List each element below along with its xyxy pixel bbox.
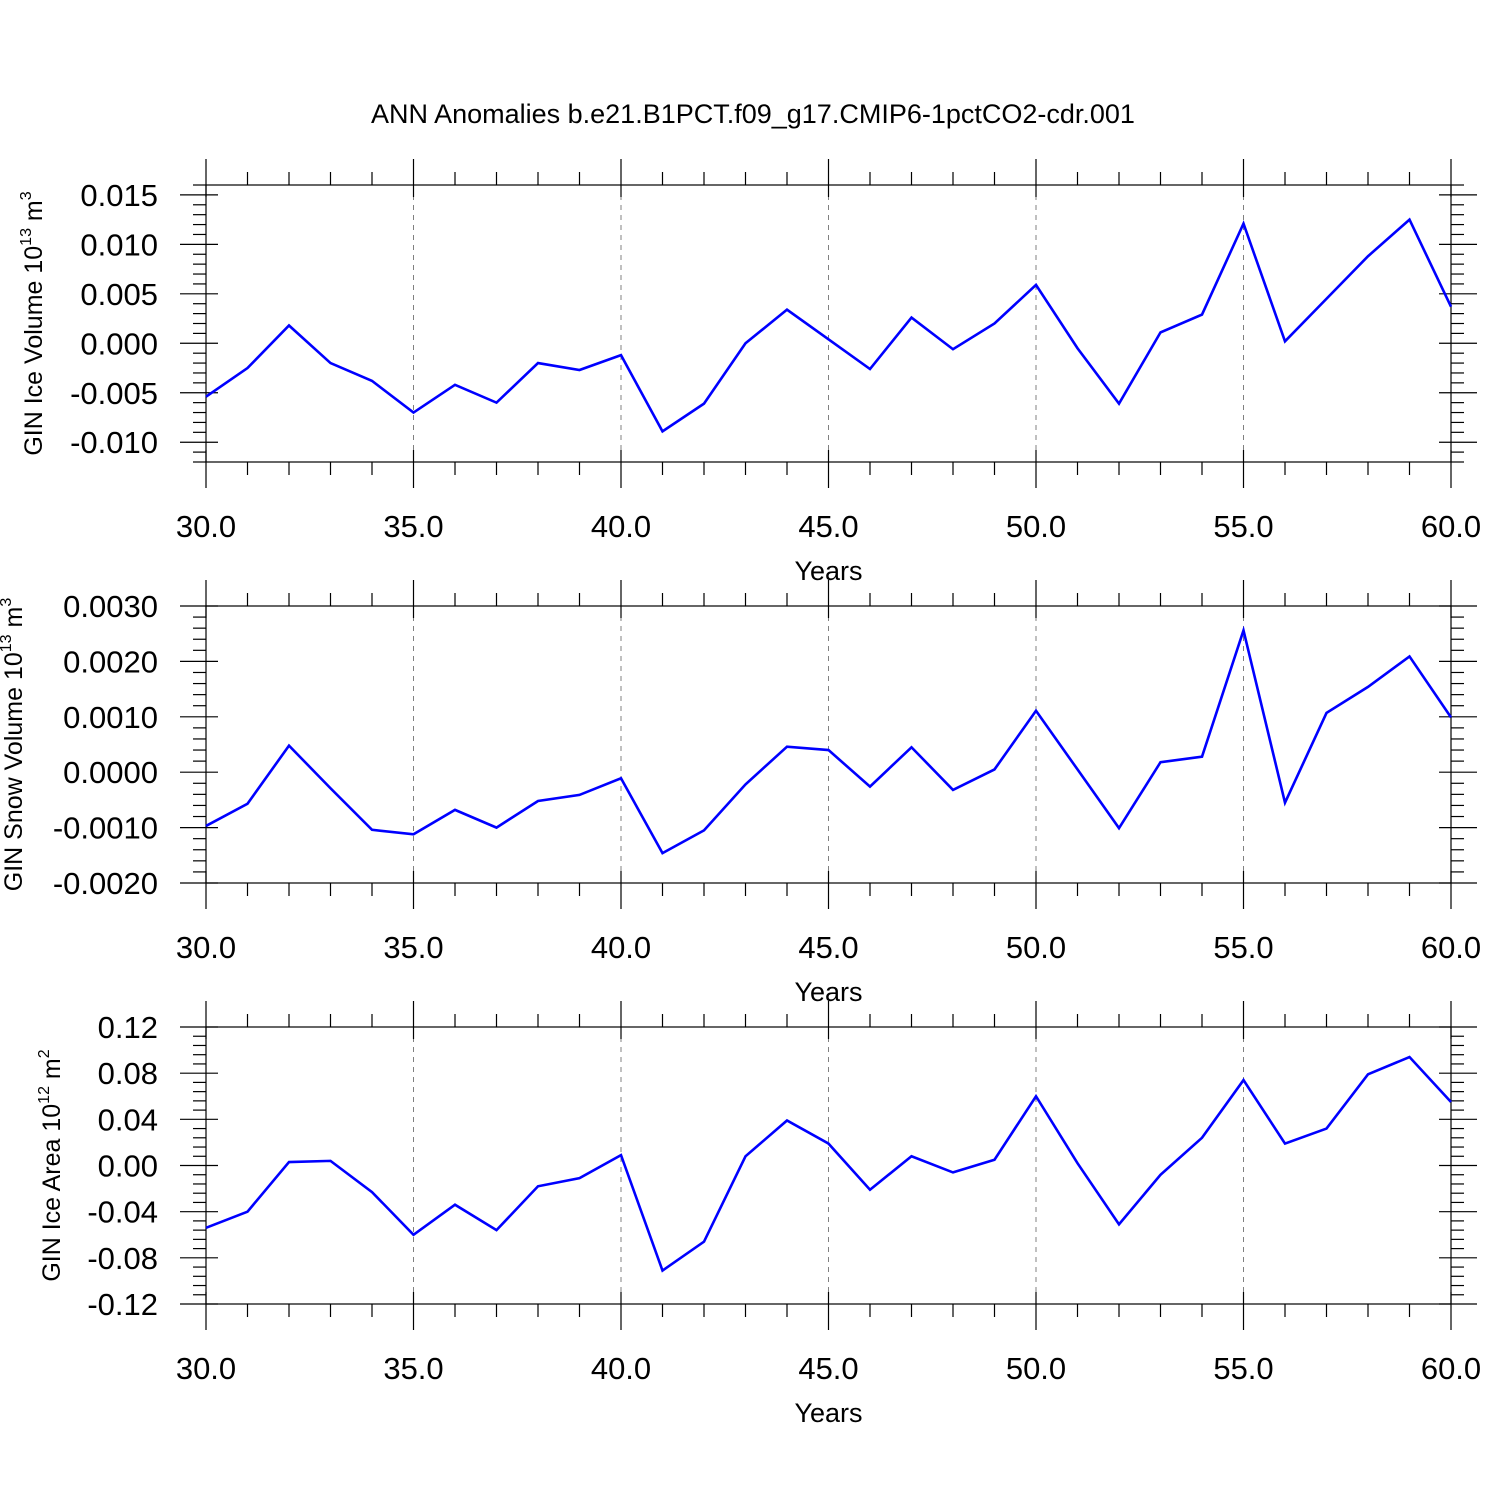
y-axis-title-superscript: 2 (36, 1049, 53, 1058)
y-tick-label: 0.0020 (63, 644, 158, 679)
y-tick-label: 0.005 (80, 277, 158, 312)
x-tick-label: 30.0 (176, 930, 236, 965)
y-axis-title-text: GIN Ice Volume 10 (20, 246, 48, 456)
y-axis-title-text: GIN Ice Area 10 (38, 1104, 66, 1282)
y-axis-title-superscript: 3 (18, 191, 35, 200)
y-tick-label: 0.000 (80, 326, 158, 361)
x-tick-label: 35.0 (383, 930, 443, 965)
y-tick-label: 0.010 (80, 227, 158, 262)
x-tick-label: 30.0 (176, 1351, 236, 1386)
y-axis-title-text: m (0, 607, 28, 635)
x-tick-label: 50.0 (1006, 509, 1066, 544)
y-axis-title-superscript: 12 (36, 1086, 53, 1104)
y-axis-title: GIN Ice Volume 1013 m3 (18, 191, 48, 455)
y-tick-label: -0.0010 (53, 811, 158, 846)
y-axis-title-superscript: 13 (0, 634, 15, 652)
y-tick-label: -0.08 (87, 1241, 158, 1276)
y-tick-label: 0.04 (98, 1102, 158, 1137)
x-tick-label: 55.0 (1213, 930, 1273, 965)
x-tick-label: 50.0 (1006, 1351, 1066, 1386)
y-axis-title-text: m (38, 1058, 66, 1086)
x-tick-label: 50.0 (1006, 930, 1066, 965)
x-tick-label: 40.0 (591, 509, 651, 544)
y-tick-label: -0.0020 (53, 866, 158, 901)
y-tick-label: 0.00 (98, 1149, 158, 1184)
x-tick-label: 60.0 (1421, 930, 1481, 965)
x-tick-label: 45.0 (798, 509, 858, 544)
y-tick-label: 0.0010 (63, 700, 158, 735)
panel-1: 30.0 35.0 40.0 45.0 50.0 55.0 60.0 -0.010 -0.005… (18, 159, 1481, 586)
x-tick-label: 60.0 (1421, 1351, 1481, 1386)
y-tick-label: 0.0030 (63, 589, 158, 624)
panel-2: 30.0 35.0 40.0 45.0 50.0 55.0 60.0 -0.0020 -0.00… (0, 580, 1481, 1007)
x-tick-label: 30.0 (176, 509, 236, 544)
y-tick-label: -0.010 (70, 425, 158, 460)
y-axis-title-superscript: 13 (18, 228, 35, 246)
y-axis-title-text: m (20, 200, 48, 228)
y-tick-label: -0.005 (70, 376, 158, 411)
y-tick-label: -0.04 (87, 1195, 158, 1230)
x-tick-label: 55.0 (1213, 1351, 1273, 1386)
chart-title: ANN Anomalies b.e21.B1PCT.f09_g17.CMIP6-… (371, 99, 1135, 129)
y-tick-label: -0.12 (87, 1287, 158, 1322)
y-tick-label: 0.12 (98, 1010, 158, 1045)
y-axis-title: GIN Snow Volume 1013 m3 (0, 598, 28, 892)
y-tick-label: 0.015 (80, 178, 158, 213)
y-axis-title-superscript: 3 (0, 598, 15, 607)
x-tick-label: 55.0 (1213, 509, 1273, 544)
panel-3: 30.0 35.0 40.0 45.0 50.0 55.0 60.0 -0.12 -0.08 -0… (36, 1001, 1481, 1428)
y-axis-title-text: GIN Snow Volume 10 (0, 652, 28, 891)
y-axis-title: GIN Ice Area 1012 m2 (36, 1049, 66, 1281)
x-axis-title: Years (794, 1398, 862, 1428)
x-tick-label: 60.0 (1421, 509, 1481, 544)
x-tick-label: 40.0 (591, 930, 651, 965)
x-tick-label: 45.0 (798, 1351, 858, 1386)
x-tick-label: 35.0 (383, 1351, 443, 1386)
y-tick-label: 0.08 (98, 1056, 158, 1091)
x-tick-label: 35.0 (383, 509, 443, 544)
y-tick-label: 0.0000 (63, 755, 158, 790)
x-tick-label: 45.0 (798, 930, 858, 965)
x-tick-label: 40.0 (591, 1351, 651, 1386)
